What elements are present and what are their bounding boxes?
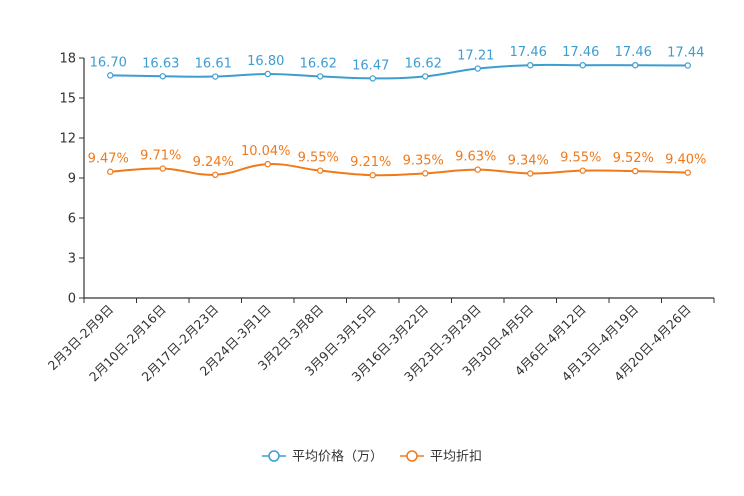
series-2-data-label: 9.40% <box>665 153 706 168</box>
series-line-1 <box>110 63 688 80</box>
y-tick-label: 3 <box>68 252 76 267</box>
series-2-point <box>527 170 534 177</box>
y-tick-label: 18 <box>59 52 76 67</box>
legend-label-2: 平均折扣 <box>430 450 482 465</box>
series-2-point <box>159 165 166 172</box>
series-2-point <box>369 171 376 179</box>
series-2-point <box>422 170 429 177</box>
series-2-point <box>474 166 481 173</box>
series-1-point <box>527 61 534 69</box>
series-1-data-label: 16.47 <box>352 58 389 73</box>
series-1-point <box>159 73 166 80</box>
series-1-data-label: 16.70 <box>90 55 127 70</box>
series-2-point <box>212 171 219 178</box>
y-tick-label: 0 <box>68 292 76 307</box>
series-2-point <box>579 167 586 174</box>
y-tick-label: 15 <box>59 92 76 107</box>
series-1-point <box>317 73 324 80</box>
series-1-data-label: 17.46 <box>562 45 599 60</box>
y-tick-label: 6 <box>68 212 76 227</box>
legend-label-1: 平均价格（万） <box>292 449 383 465</box>
series-2-point <box>264 160 271 168</box>
series-1-point <box>474 65 481 72</box>
series-2-data-label: 9.63% <box>455 150 496 165</box>
series-1-data-label: 16.61 <box>195 57 232 72</box>
series-1-data-label: 16.62 <box>300 56 337 71</box>
series-1-data-label: 17.44 <box>667 45 704 60</box>
series-line-2 <box>110 163 688 177</box>
series-1-point <box>212 73 219 80</box>
legend-marker-2 <box>406 450 418 462</box>
series-1-data-label: 16.63 <box>142 56 179 71</box>
series-2-data-label: 9.71% <box>140 149 181 164</box>
series-1-data-label: 16.62 <box>405 56 442 71</box>
series-1-point <box>264 70 271 78</box>
y-tick-label: 9 <box>68 172 76 187</box>
series-2-point <box>317 167 324 174</box>
series-1-point <box>579 61 586 69</box>
series-1-point <box>684 62 691 69</box>
series-2-data-label: 9.34% <box>508 153 549 168</box>
series-1-point <box>632 61 639 69</box>
series-1-point <box>369 75 376 82</box>
legend-marker-1 <box>268 450 280 462</box>
series-2-data-label: 9.21% <box>350 155 391 170</box>
series-2-point <box>632 167 639 175</box>
series-2-data-label: 9.47% <box>88 152 129 167</box>
series-2-data-label: 9.35% <box>403 153 444 168</box>
series-1-data-label: 17.46 <box>615 45 652 60</box>
series-2-point <box>684 169 691 176</box>
y-tick-label: 12 <box>59 132 76 147</box>
series-1-data-label: 17.46 <box>510 45 547 60</box>
series-1-point <box>107 72 114 79</box>
series-2-data-label: 9.55% <box>298 151 339 166</box>
series-2-point <box>107 168 114 175</box>
series-2-data-label: 9.52% <box>613 151 654 166</box>
series-2-data-label: 9.55% <box>560 151 601 166</box>
series-2-data-label: 10.04% <box>241 144 291 159</box>
series-1-data-label: 17.21 <box>457 49 494 64</box>
series-1-data-label: 16.80 <box>247 54 284 69</box>
series-1-point <box>422 73 429 80</box>
series-2-data-label: 9.24% <box>193 155 234 170</box>
